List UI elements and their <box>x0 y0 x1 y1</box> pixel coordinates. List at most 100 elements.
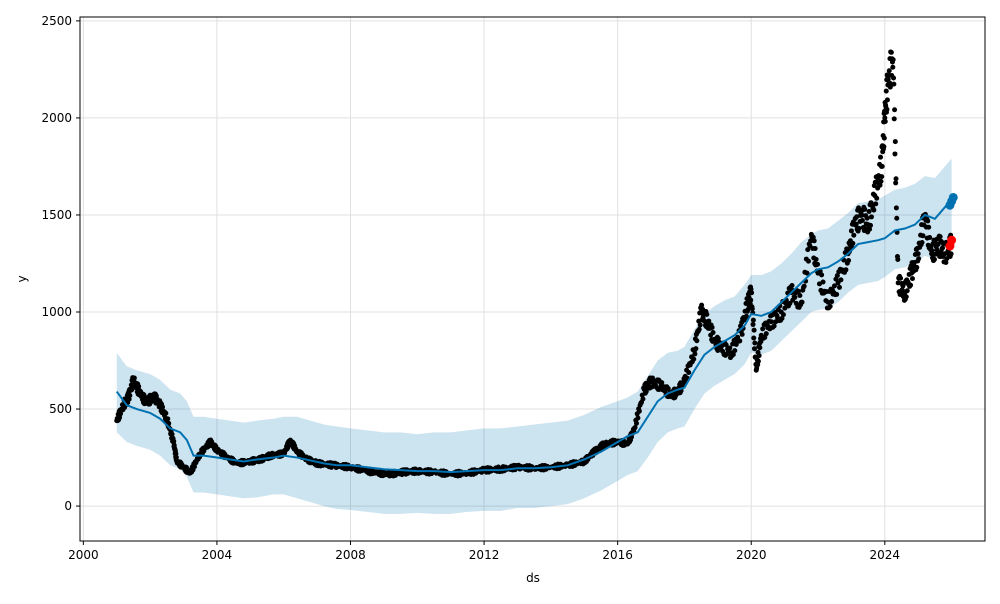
observed-point <box>919 239 925 245</box>
observed-point <box>805 247 811 253</box>
axes-frame <box>79 16 986 542</box>
observed-point <box>640 396 646 402</box>
observed-point <box>862 206 868 212</box>
observed-point <box>909 276 915 282</box>
observed-point <box>937 234 943 240</box>
observed-point <box>749 306 755 312</box>
observed-point <box>831 283 837 289</box>
observed-point <box>136 384 142 390</box>
observed-point <box>750 317 756 323</box>
observed-point <box>805 258 811 264</box>
observed-point <box>755 358 761 364</box>
forecast-marker <box>948 192 958 202</box>
y-tick-label: 2000 <box>41 111 72 125</box>
observed-point <box>819 272 825 278</box>
observed-point <box>843 267 849 273</box>
observed-point <box>838 277 844 283</box>
observed-point <box>692 351 698 357</box>
observed-point <box>920 233 926 239</box>
observed-point <box>891 116 897 122</box>
observed-point <box>763 331 769 337</box>
observed-point <box>634 420 640 426</box>
observed-point <box>885 76 891 82</box>
observed-point <box>811 238 817 244</box>
observed-point <box>636 408 642 414</box>
observed-point <box>710 330 716 336</box>
plot-area <box>80 17 985 541</box>
observed-point <box>834 291 840 297</box>
observed-point <box>171 438 177 444</box>
observed-point <box>804 270 810 276</box>
observed-point <box>867 226 873 232</box>
observed-point <box>836 284 842 290</box>
observed-point <box>163 410 169 416</box>
observed-point <box>750 321 756 327</box>
observed-point <box>895 256 901 262</box>
observed-point <box>827 303 833 309</box>
observed-point <box>696 326 702 332</box>
observed-point <box>916 256 922 262</box>
observed-point <box>848 228 854 234</box>
observed-point <box>929 248 935 254</box>
observed-point <box>704 311 710 317</box>
observed-point <box>868 214 874 220</box>
observed-point <box>131 375 137 381</box>
observed-point <box>881 135 887 141</box>
observed-point <box>749 290 755 296</box>
observed-point <box>925 218 931 224</box>
uncertainty-band <box>116 158 952 514</box>
observed-point <box>892 139 898 145</box>
observed-point <box>878 154 884 160</box>
observed-point <box>883 88 889 94</box>
observed-point <box>882 118 888 124</box>
observed-point <box>126 396 132 402</box>
observed-point <box>693 346 699 352</box>
observed-point <box>914 264 920 270</box>
observed-point <box>795 288 801 294</box>
observed-point <box>884 97 890 103</box>
observed-point <box>890 57 896 63</box>
observed-point <box>743 313 749 319</box>
observed-point <box>735 334 741 340</box>
y-tick-label: 0 <box>64 499 72 513</box>
x-tick-label: 2016 <box>602 548 633 562</box>
observed-point <box>737 338 743 344</box>
observed-point <box>879 163 885 169</box>
observed-point <box>943 260 949 266</box>
observed-point <box>892 107 898 113</box>
observed-point <box>173 454 179 460</box>
plot-frame <box>79 16 986 542</box>
observed-point <box>893 176 899 182</box>
observed-point <box>850 240 856 246</box>
observed-point <box>760 326 766 332</box>
observed-point <box>691 356 697 362</box>
observed-point <box>727 345 733 351</box>
observed-point <box>864 215 870 221</box>
observed-point <box>768 319 774 325</box>
observed-point <box>866 209 872 215</box>
x-tick-label: 2012 <box>469 548 500 562</box>
observed-point <box>752 340 758 346</box>
observed-point <box>812 246 818 252</box>
observed-point <box>893 205 899 211</box>
observed-point <box>854 214 860 220</box>
observed-point <box>751 335 757 341</box>
y-tick-label: 1500 <box>41 208 72 222</box>
observed-point <box>169 431 175 437</box>
observed-point <box>884 106 890 112</box>
observed-point <box>891 81 897 87</box>
observed-point <box>931 256 937 262</box>
actual-marker <box>947 235 957 245</box>
observed-point <box>886 68 892 74</box>
observed-point <box>893 180 899 186</box>
observed-point <box>898 275 904 281</box>
observed-point <box>787 300 793 306</box>
observed-point <box>723 342 729 348</box>
observed-point <box>797 293 803 299</box>
observed-point <box>829 299 835 305</box>
observed-point <box>868 222 874 228</box>
observed-point <box>879 174 885 180</box>
observed-point <box>780 312 786 318</box>
observed-point <box>846 257 852 263</box>
observed-point <box>873 201 879 207</box>
